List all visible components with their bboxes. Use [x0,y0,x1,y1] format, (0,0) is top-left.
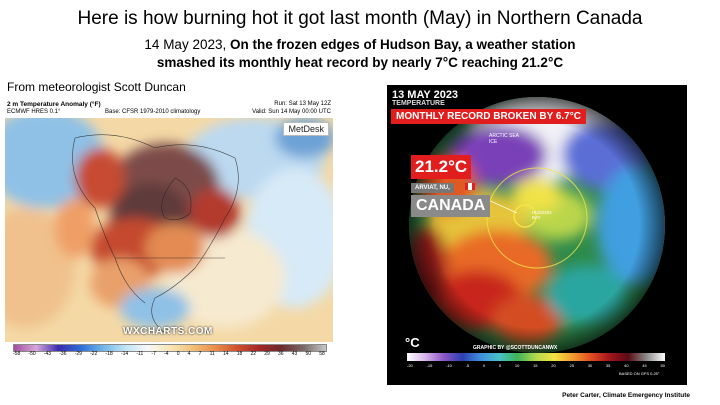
anomaly-colorbar-tick: 0 [176,351,180,357]
unit-label: °C [405,335,420,350]
station-label: ARVIAT, NU, [411,183,454,193]
temperature-colorbar-tick: 5 [498,363,502,368]
anomaly-map-valid: Valid: Sun 14 May 00:00 UTC [252,109,331,115]
globe-graphic [409,97,665,353]
temperature-colorbar-tick: 50 [660,363,665,368]
globe-variable: TEMPERATURE [392,100,445,107]
temperature-colorbar-tick: 10 [514,363,520,368]
temperature-colorbar-tick: 45 [642,363,647,368]
bottom-credit: Peter Carter, Climate Emergency Institut… [562,392,690,399]
anomaly-colorbar-tick: 36 [278,351,284,357]
anomaly-map-header: 2 m Temperature Anomaly (°F) ECMWF HRES … [5,100,333,118]
arctic-sea-ice-label: ARCTIC SEA ICE [489,133,519,145]
anomaly-map-panel: 2 m Temperature Anomaly (°F) ECMWF HRES … [5,100,333,362]
temperature-colorbar-tick: -20 [407,363,413,368]
temperature-colorbar-tick: 20 [551,363,556,368]
anomaly-colorbar-tick: -29 [74,351,82,357]
temperature-colorbar-tick: 25 [569,363,574,368]
anomaly-map-title: 2 m Temperature Anomaly (°F) [7,101,101,108]
temperature-colorbar [407,353,665,361]
model-source-label: BASED ON GFS 0.25° [619,371,660,376]
temperature-colorbar-tick: 35 [605,363,611,368]
page-title: Here is how burning hot it got last mont… [77,8,643,29]
anomaly-colorbar-tick: 14 [223,351,229,357]
anomaly-colorbar-tick: -7 [151,351,156,357]
subtitle-line2: smashed its monthly heat record by nearl… [156,55,564,70]
anomaly-map-base: Base: CFSR 1979-2010 climatology [105,109,201,115]
anomaly-colorbar-tick: 4 [187,351,191,357]
anomaly-colorbar-tick: -22 [90,351,98,357]
anomaly-map-run: Run: Sat 13 May 12Z [274,101,331,107]
anomaly-colorbar-tick: -11 [136,351,144,357]
temperature-colorbar-tick: -10 [446,363,452,368]
globe-date: 13 MAY 2023 [392,89,459,101]
temperature-colorbar-tick: 15 [533,363,538,368]
anomaly-map-image [5,118,333,342]
anomaly-colorbar-tick: 43 [291,351,298,357]
anomaly-colorbar-tick: 50 [305,351,312,357]
subtitle-line1: On the frozen edges of Hudson Bay, a wea… [230,37,576,52]
anomaly-colorbar-tick: 7 [198,351,202,357]
anomaly-colorbar-tick: -18 [105,351,113,357]
wxcharts-watermark: WXCHARTS.COM [123,326,213,337]
anomaly-colorbar-tick: 22 [250,351,257,357]
anomaly-colorbar-tick: -4 [164,351,169,357]
subtitle-date: 14 May 2023, [144,37,227,52]
anomaly-colorbar-tick: -50 [28,351,36,357]
temperature-value-badge: 21.2°C [411,155,472,179]
left-credit: From meteorologist Scott Duncan [7,80,186,94]
country-label: CANADA [411,195,491,217]
temperature-colorbar-tick: 0 [482,363,486,368]
canada-flag-icon [465,183,475,190]
anomaly-colorbar-tick: 18 [236,351,243,357]
temperature-colorbar-tick: 30 [587,363,593,368]
anomaly-colorbar-tick: -43 [43,351,52,357]
anomaly-colorbar-tick: -36 [59,351,67,357]
temperature-colorbar-tick: -15 [426,363,433,368]
anomaly-colorbar-tick: 11 [209,351,215,357]
graphic-credit: GRAPHIC BY @SCOTTDUNCANWX [473,345,558,351]
anomaly-colorbar-tick: 29 [264,351,270,357]
anomaly-colorbar-tick: -14 [120,351,129,357]
anomaly-colorbar [13,344,327,352]
record-banner: MONTHLY RECORD BROKEN BY 6.7°C [391,109,586,124]
anomaly-map-graphic [5,118,333,342]
subtitle: 14 May 2023, On the frozen edges of Huds… [0,36,720,72]
record-globe-panel: 13 MAY 2023 TEMPERATURE MONTHLY RECORD B… [387,85,687,385]
anomaly-colorbar-tick: 58 [319,351,325,357]
anomaly-colorbar-ticks: -58 -50 -43 -36 -29 -22 -18 -14 -11 -7 -4 0 4 7 11 14 18… [13,351,325,361]
anomaly-map-model: ECMWF HRES 0.1° [7,109,61,115]
temperature-colorbar-tick: 40 [624,363,629,368]
hudson-bay-label: HUDSON BAY [532,210,552,220]
temperature-colorbar-ticks: -20 -15 -10 -5 0 5 10 15 20 25 30 35 40 45 50 [407,363,665,368]
temperature-colorbar-tick: -5 [465,363,470,368]
anomaly-colorbar-tick: -58 [13,351,21,357]
metdesk-logo: MetDesk [283,122,329,136]
